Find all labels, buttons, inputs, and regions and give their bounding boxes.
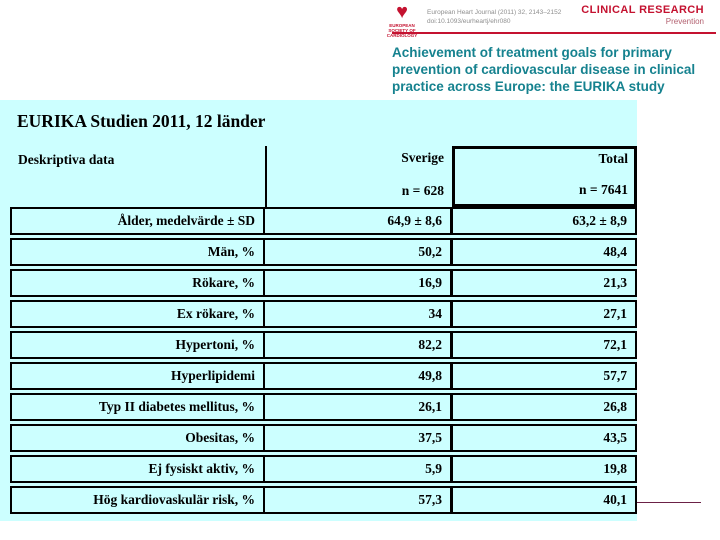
callout-pointer-line [637,502,701,503]
row-label: Ålder, medelvärde ± SD [117,213,255,228]
table-row-man: Män, % 50,2 48,4 [10,238,637,266]
header-column-total: Total n = 7641 [452,146,637,207]
table-row-rokare: Rökare, % 16,9 21,3 [10,269,637,297]
table-row-alder: Ålder, medelvärde ± SD 64,9 ± 8,6 63,2 ±… [10,207,637,235]
row-value-total: 26,8 [450,395,635,419]
row-value-sverige: 37,5 [263,426,450,450]
row-value-sverige: 5,9 [263,457,450,481]
row-value-sverige: 16,9 [263,271,450,295]
esc-logo-caption: EUROPEAN SOCIETY OF CARDIOLOGY [386,23,418,38]
table-row-ex-rokare: Ex rökare, % 34 27,1 [10,300,637,328]
row-value-total: 48,4 [450,240,635,264]
table-row-hyperlipidemi: Hyperlipidemi 49,8 57,7 [10,362,637,390]
heart-icon: ♥ [396,1,408,23]
row-value-total: 72,1 [450,333,635,357]
row-label: Ex rökare, % [176,306,255,321]
row-label: Män, % [207,244,255,259]
sverige-title: Sverige [401,150,444,165]
total-n: n = 7641 [579,182,628,197]
row-value-total: 57,7 [450,364,635,388]
paper-title: Achievement of treatment goals for prima… [392,44,720,95]
slide-panel: EURIKA Studien 2011, 12 länder Deskripti… [0,100,637,521]
journal-article-header: ♥ EUROPEAN SOCIETY OF CARDIOLOGY Europea… [332,0,718,100]
section-title: CLINICAL RESEARCH [581,4,704,16]
descriptive-data-table: Deskriptiva data Sverige n = 628 Total n… [10,146,637,514]
row-value-total: 19,8 [450,457,635,481]
esc-logo: ♥ EUROPEAN SOCIETY OF CARDIOLOGY [380,2,424,38]
row-value-sverige: 34 [263,302,450,326]
sverige-n: n = 628 [401,183,444,198]
row-value-sverige: 64,9 ± 8,6 [263,209,450,233]
row-value-sverige: 57,3 [263,488,450,512]
row-label: Obesitas, % [185,430,255,445]
total-title: Total [598,151,628,166]
table-row-ej-fysiskt-aktiv: Ej fysiskt aktiv, % 5,9 19,8 [10,455,637,483]
row-value-sverige: 82,2 [263,333,450,357]
slide-title: EURIKA Studien 2011, 12 länder [17,111,266,131]
paper-title-line-3: practice across Europe: the EURIKA study [392,79,665,94]
journal-citation: European Heart Journal (2011) 32, 2143–2… [427,8,561,26]
table-row-hypertoni: Hypertoni, % 82,2 72,1 [10,331,637,359]
row-value-total: 40,1 [450,488,635,512]
row-value-total: 43,5 [450,426,635,450]
header-label-column: Deskriptiva data [18,152,115,167]
table-body: Ålder, medelvärde ± SD 64,9 ± 8,6 63,2 ±… [10,207,637,514]
row-value-sverige: 49,8 [263,364,450,388]
table-row-obesitas: Obesitas, % 37,5 43,5 [10,424,637,452]
paper-title-line-1: Achievement of treatment goals for prima… [392,45,672,60]
section-subtitle: Prevention [665,17,704,26]
row-label: Hyperlipidemi [171,368,255,383]
citation-line-1: European Heart Journal (2011) 32, 2143–2… [427,9,562,16]
row-label: Hög kardiovaskulär risk, % [93,492,255,507]
table-row-diabetes: Typ II diabetes mellitus, % 26,1 26,8 [10,393,637,421]
journal-section: CLINICAL RESEARCH Prevention [581,4,704,26]
row-value-total: 63,2 ± 8,9 [450,209,635,233]
header-divider [392,32,716,34]
table-row-hog-kardiovaskular-risk: Hög kardiovaskulär risk, % 57,3 40,1 [10,486,637,514]
row-label: Ej fysiskt aktiv, % [148,461,255,476]
row-value-sverige: 50,2 [263,240,450,264]
table-header-row: Deskriptiva data Sverige n = 628 Total n… [10,146,637,207]
paper-title-line-2: prevention of cardiovascular disease in … [392,62,696,77]
row-label: Typ II diabetes mellitus, % [98,399,255,414]
header-column-sverige: Sverige n = 628 [265,146,452,207]
row-value-total: 21,3 [450,271,635,295]
row-label: Rökare, % [192,275,255,290]
row-value-total: 27,1 [450,302,635,326]
citation-line-2: doi:10.1093/eurheartj/ehr080 [427,18,511,25]
row-value-sverige: 26,1 [263,395,450,419]
row-label: Hypertoni, % [175,337,256,352]
